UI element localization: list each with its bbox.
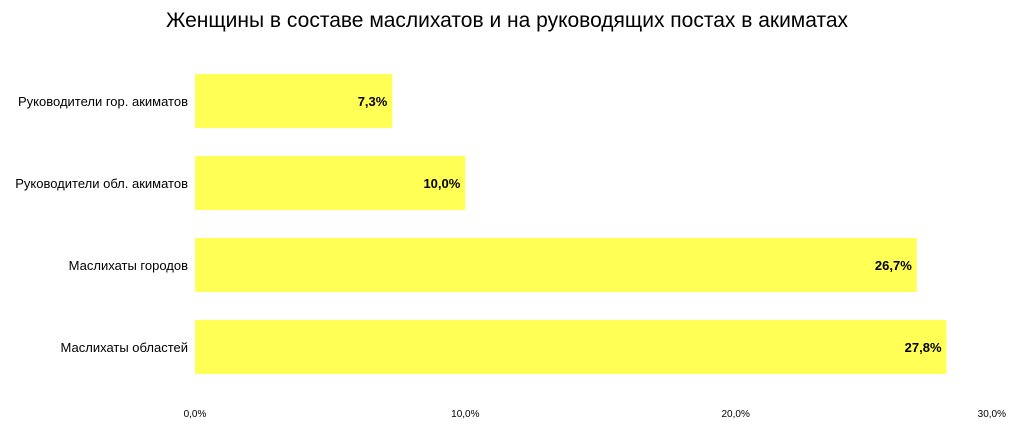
- x-tick-label: 20,0%: [721, 409, 749, 420]
- data-label: 26,7%: [875, 258, 912, 273]
- category-label: Руководители гор. акиматов: [18, 94, 188, 109]
- category-label: Руководители обл. акиматов: [15, 176, 188, 191]
- category-label: Маслихаты областей: [61, 340, 188, 355]
- x-tick-label: 0,0%: [184, 409, 207, 420]
- category-label: Маслихаты городов: [69, 258, 188, 273]
- x-axis-ticks: 0,0% 10,0% 20,0% 30,0%: [184, 409, 1007, 420]
- chart-title: Женщины в составе маслихатов и на руково…: [166, 9, 849, 32]
- x-tick-label: 30,0%: [978, 409, 1006, 420]
- x-tick-label: 10,0%: [451, 409, 479, 420]
- bars-group: Руководители гор. акиматов 7,3% Руководите…: [15, 74, 947, 374]
- bar: [195, 320, 947, 374]
- bar: [195, 156, 466, 210]
- bar: [195, 238, 917, 292]
- bar: [195, 74, 393, 128]
- data-label: 27,8%: [905, 340, 942, 355]
- data-label: 10,0%: [423, 176, 460, 191]
- data-label: 7,3%: [358, 94, 388, 109]
